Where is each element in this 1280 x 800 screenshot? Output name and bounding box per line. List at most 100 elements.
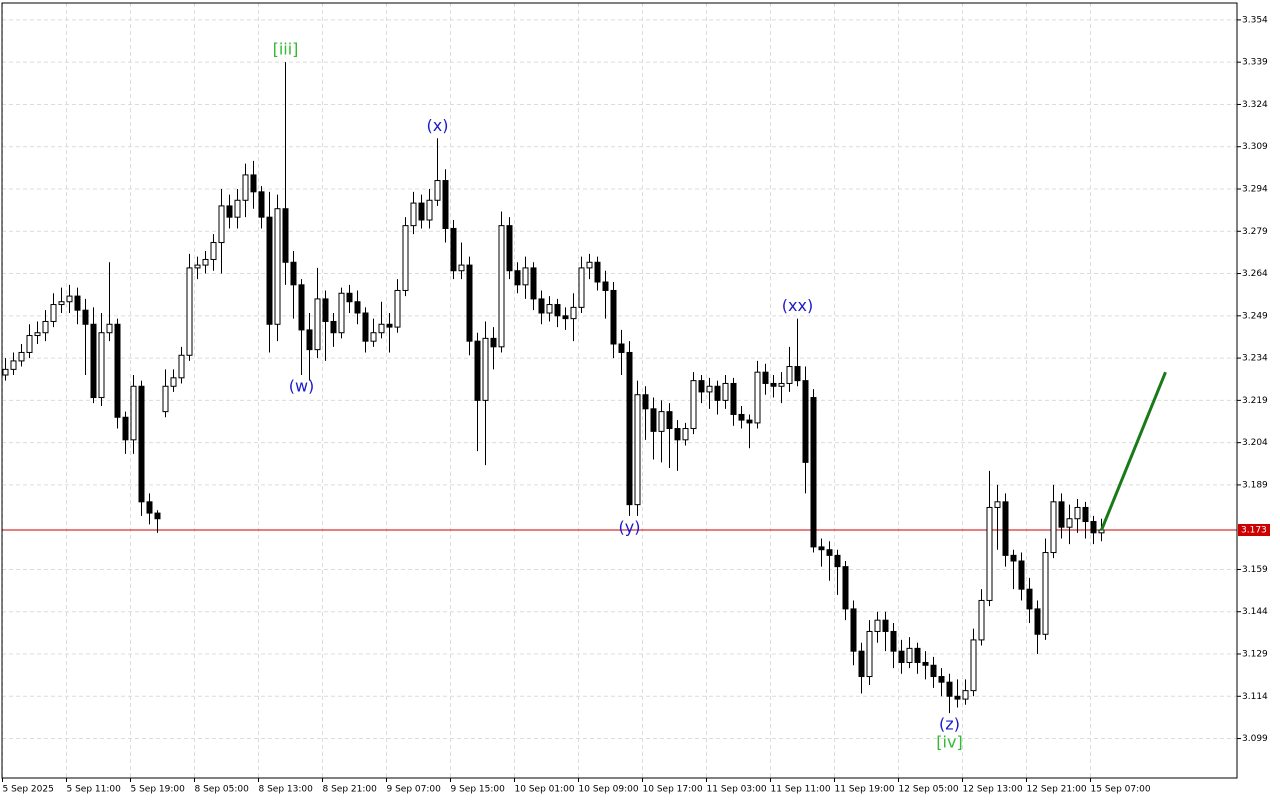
candle-body: [986, 506, 993, 601]
candle-body: [938, 676, 945, 683]
candle-body: [554, 304, 561, 317]
candle-body: [218, 205, 225, 244]
candle-body: [730, 382, 737, 415]
wave-label: (xx): [782, 296, 813, 315]
candle-body: [282, 208, 289, 263]
candle-body: [882, 619, 889, 632]
candle-body: [1082, 506, 1089, 523]
candle-body: [186, 267, 193, 356]
y-tick-label: 3.294: [1242, 185, 1268, 195]
candle-body: [122, 416, 129, 441]
x-tick-label: 11 Sep 19:00: [835, 785, 895, 795]
candle-body: [82, 309, 89, 325]
candle-body: [450, 227, 457, 272]
plot-frame: [1, 2, 1238, 779]
candle-body: [578, 267, 585, 308]
candle-body: [274, 208, 281, 325]
x-tick-label: 5 Sep 2025: [3, 785, 54, 795]
candle-body: [818, 546, 825, 551]
candle-body: [290, 261, 297, 286]
candle-body: [978, 599, 985, 641]
y-tick-label: 3.129: [1242, 650, 1268, 660]
current-price-box: [1238, 524, 1270, 536]
candle-body: [826, 549, 833, 556]
candle-body: [490, 337, 497, 348]
candle-body: [178, 354, 185, 379]
x-tick-label: 12 Sep 05:00: [899, 785, 959, 795]
candle-body: [762, 371, 769, 384]
candle-body: [114, 323, 121, 418]
y-tick-label: 3.324: [1242, 100, 1268, 110]
candle-body: [98, 332, 105, 399]
candle-body: [626, 351, 633, 506]
candle-body: [1074, 506, 1081, 520]
candle-body: [650, 408, 657, 432]
candle-body: [266, 216, 273, 325]
candle-body: [170, 377, 177, 387]
candle-body: [618, 343, 625, 353]
candle-body: [482, 337, 489, 401]
candle-body: [426, 199, 433, 221]
candle-body: [562, 315, 569, 320]
y-tick-label: 3.309: [1242, 142, 1268, 152]
candle-body: [594, 261, 601, 283]
candle-body: [954, 695, 961, 700]
candle-body: [570, 306, 577, 320]
candle-body: [314, 298, 321, 351]
candle-body: [434, 180, 441, 201]
candle-body: [354, 301, 361, 314]
candle-body: [50, 304, 57, 322]
y-tick-label: 3.354: [1242, 15, 1268, 25]
x-tick-label: 8 Sep 05:00: [195, 785, 250, 795]
candle-body: [418, 202, 425, 221]
y-tick-label: 3.114: [1242, 692, 1268, 702]
candle-body: [722, 382, 729, 401]
candle-body: [802, 380, 809, 463]
candle-body: [754, 371, 761, 424]
candle-body: [90, 323, 97, 399]
candle-body: [258, 191, 265, 218]
candle-body: [194, 264, 201, 269]
candle-body: [466, 264, 473, 342]
candle-body: [906, 647, 913, 663]
wave-label: (x): [427, 116, 449, 135]
candle-body: [146, 501, 153, 514]
candle-body: [930, 664, 937, 678]
wave-label: (z): [939, 715, 960, 734]
candle-body: [42, 320, 49, 334]
candle-body: [898, 650, 905, 663]
y-tick-label: 3.339: [1242, 58, 1268, 68]
candle-body: [602, 281, 609, 291]
candle-body: [154, 512, 161, 520]
x-tick-label: 9 Sep 15:00: [451, 785, 506, 795]
candle-body: [538, 298, 545, 314]
candle-body: [338, 292, 345, 334]
candle-body: [458, 264, 465, 272]
candle-body: [346, 292, 353, 303]
x-tick-label: 8 Sep 13:00: [259, 785, 314, 795]
candle-body: [586, 261, 593, 269]
x-tick-label: 12 Sep 13:00: [963, 785, 1023, 795]
candle-body: [682, 428, 689, 441]
x-tick-label: 11 Sep 11:00: [771, 785, 831, 795]
candle-body: [962, 690, 969, 700]
candle-body: [226, 205, 233, 218]
candle-body: [674, 428, 681, 441]
candle-body: [714, 385, 721, 401]
x-tick-label: 8 Sep 21:00: [323, 785, 378, 795]
candle-body: [746, 419, 753, 424]
candle-body: [522, 267, 529, 286]
y-tick-label: 3.219: [1242, 396, 1268, 406]
candle-body: [666, 411, 673, 430]
candle-body: [778, 382, 785, 387]
candle-body: [610, 289, 617, 345]
candle-body: [34, 332, 41, 337]
candle-body: [970, 639, 977, 692]
y-tick-label: 3.264: [1242, 269, 1268, 279]
candle-body: [162, 385, 169, 413]
candle-body: [58, 301, 65, 306]
candle-body: [794, 366, 801, 382]
x-tick-label: 10 Sep 09:00: [579, 785, 639, 795]
candle-body: [74, 295, 81, 311]
candle-body: [1050, 501, 1057, 554]
